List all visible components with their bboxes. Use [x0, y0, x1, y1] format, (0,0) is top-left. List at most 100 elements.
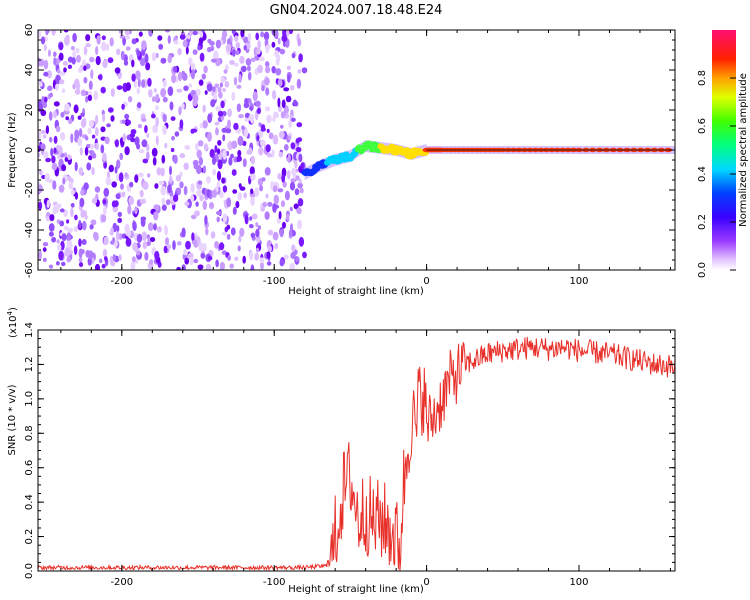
noise-cell [202, 165, 207, 174]
noise-cell [255, 100, 261, 108]
noise-cell [203, 143, 209, 152]
noise-cell [227, 255, 232, 261]
noise-cell [185, 46, 189, 55]
y-tick-label: -40 [24, 222, 35, 238]
noise-cell [231, 140, 238, 149]
noise-cell [134, 174, 139, 183]
noise-cell [83, 46, 87, 56]
noise-cell [222, 231, 228, 236]
noise-cell [66, 219, 70, 224]
noise-cell [297, 198, 304, 207]
noise-cell [76, 54, 81, 63]
noise-cell [161, 204, 167, 211]
noise-cell [291, 53, 296, 59]
noise-cell [171, 73, 177, 84]
noise-cell [184, 145, 191, 150]
noise-cell [158, 43, 164, 50]
noise-cell [78, 238, 82, 247]
noise-cell [225, 43, 232, 52]
noise-cell [260, 261, 264, 270]
y-tick-label: 0.4 [24, 494, 35, 510]
noise-cell [73, 245, 78, 255]
noise-cell [190, 183, 195, 193]
noise-cell [88, 80, 93, 91]
y-tick-label: 60 [24, 24, 35, 37]
noise-cell [282, 181, 287, 188]
noise-cell [95, 45, 99, 56]
noise-cell [191, 69, 195, 80]
noise-cell [243, 102, 250, 109]
noise-cell [124, 172, 128, 178]
noise-cell [78, 248, 83, 259]
noise-cell [214, 121, 220, 126]
noise-cell [155, 93, 159, 101]
noise-cell [260, 207, 266, 212]
spectrogram-heatmap [38, 30, 675, 270]
noise-cell [101, 35, 106, 41]
noise-cell [109, 255, 113, 266]
noise-cell [141, 139, 148, 148]
x-tick-label: -200 [110, 577, 133, 588]
noise-cell [217, 140, 222, 146]
noise-cell [202, 104, 206, 113]
noise-cell [183, 162, 189, 171]
noise-cell [53, 135, 58, 144]
noise-cell [95, 55, 101, 66]
noise-cell [103, 205, 107, 216]
noise-cell [63, 67, 67, 73]
noise-cell [136, 251, 141, 256]
noise-cell [57, 244, 62, 251]
noise-cell [153, 88, 157, 93]
noise-cell [164, 237, 170, 246]
noise-cell [64, 247, 71, 258]
noise-cell [231, 169, 237, 176]
noise-cell [155, 52, 159, 59]
noise-cell [86, 162, 92, 171]
noise-cell [40, 143, 46, 151]
noise-cell [136, 87, 140, 95]
y-tick-label: 1.2 [24, 356, 35, 372]
noise-cell [212, 86, 216, 93]
noise-cell [40, 129, 47, 134]
noise-cell [38, 152, 41, 158]
noise-cell [221, 127, 228, 133]
noise-cell [271, 149, 275, 158]
noise-cell [263, 31, 270, 41]
noise-cell [72, 50, 76, 60]
noise-cell [121, 103, 125, 110]
noise-cell [169, 175, 173, 184]
noise-cell [264, 211, 270, 220]
y-tick-label: 1.4 [24, 322, 35, 338]
noise-cell [250, 196, 255, 206]
noise-cell [118, 172, 124, 183]
figure-title: GN04.2024.007.18.48.E24 [270, 3, 443, 18]
noise-cell [78, 167, 84, 176]
noise-cell [80, 209, 85, 218]
noise-cell [214, 145, 218, 153]
noise-cell [124, 113, 130, 120]
noise-cell [48, 223, 55, 232]
noise-cell [83, 77, 88, 84]
noise-cell [235, 50, 240, 56]
y-tick-label: -60 [24, 262, 35, 278]
noise-cell [289, 181, 296, 191]
noise-cell [296, 78, 302, 89]
snr-scale-prefix: (x10 [8, 315, 19, 338]
noise-cell [83, 182, 89, 190]
noise-cell [213, 93, 217, 100]
noise-cell [93, 90, 99, 101]
noise-cell [223, 69, 228, 74]
noise-cell [67, 64, 73, 70]
noise-cell [235, 201, 240, 209]
noise-cell [85, 43, 92, 48]
noise-cell [281, 174, 286, 183]
noise-cell [55, 83, 59, 91]
noise-cell [262, 201, 268, 208]
noise-cell [40, 109, 47, 117]
noise-cell [57, 69, 61, 74]
noise-cell [142, 241, 148, 249]
noise-cell [207, 256, 213, 261]
noise-cell [55, 125, 61, 133]
noise-cell [151, 113, 156, 119]
